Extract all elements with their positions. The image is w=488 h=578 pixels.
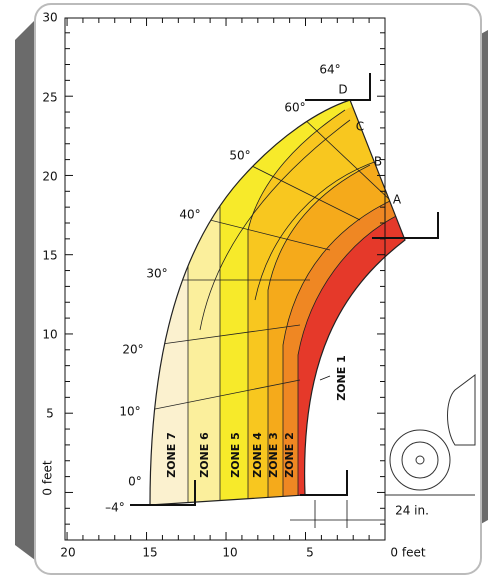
angle-label: 20° — [122, 343, 143, 357]
y-tick-label: 25 — [42, 91, 57, 105]
y-tick-label: 20 — [42, 170, 57, 184]
zone-label: ZONE 3 — [267, 432, 280, 478]
x-tick-label: 15 — [142, 546, 157, 560]
point-label: B — [374, 155, 382, 169]
point-label: D — [338, 83, 347, 97]
y-tick-label: 15 — [42, 249, 57, 263]
angle-label: 60° — [284, 101, 305, 115]
y-tick-label: 5 — [46, 407, 54, 421]
x-tick-label: 20 — [60, 546, 75, 560]
zone-label: ZONE 5 — [229, 432, 242, 478]
dimension-label: 24 in. — [395, 504, 429, 518]
angle-label: 64° — [319, 63, 340, 77]
angle-label: 0° — [128, 475, 142, 489]
zone-label: ZONE 4 — [251, 432, 264, 478]
point-label: A — [393, 193, 402, 207]
y-tick-label: 10 — [42, 328, 57, 342]
zone-label: ZONE 7 — [165, 432, 178, 478]
zone-label: ZONE 1 — [335, 355, 348, 401]
y-tick-label: 30 — [42, 11, 57, 25]
angle-label: 30° — [146, 267, 167, 281]
x-tick-label: 10 — [222, 546, 237, 560]
point-label: C — [356, 120, 364, 134]
y-zero-label: 0 feet — [41, 460, 55, 495]
x-tick-label: 5 — [306, 546, 314, 560]
angle-label: 50° — [229, 149, 250, 163]
angle-label: –4° — [105, 501, 125, 515]
angle-label: 10° — [119, 405, 140, 419]
load-chart: 30 25 20 15 10 5 0 feet 20 15 10 5 0 fee… — [0, 0, 488, 578]
zone-label: ZONE 2 — [283, 432, 296, 478]
zone-label: ZONE 6 — [198, 432, 211, 478]
angle-label: 40° — [179, 208, 200, 222]
side-band — [15, 20, 35, 560]
x-zero-label: 0 feet — [390, 546, 425, 560]
